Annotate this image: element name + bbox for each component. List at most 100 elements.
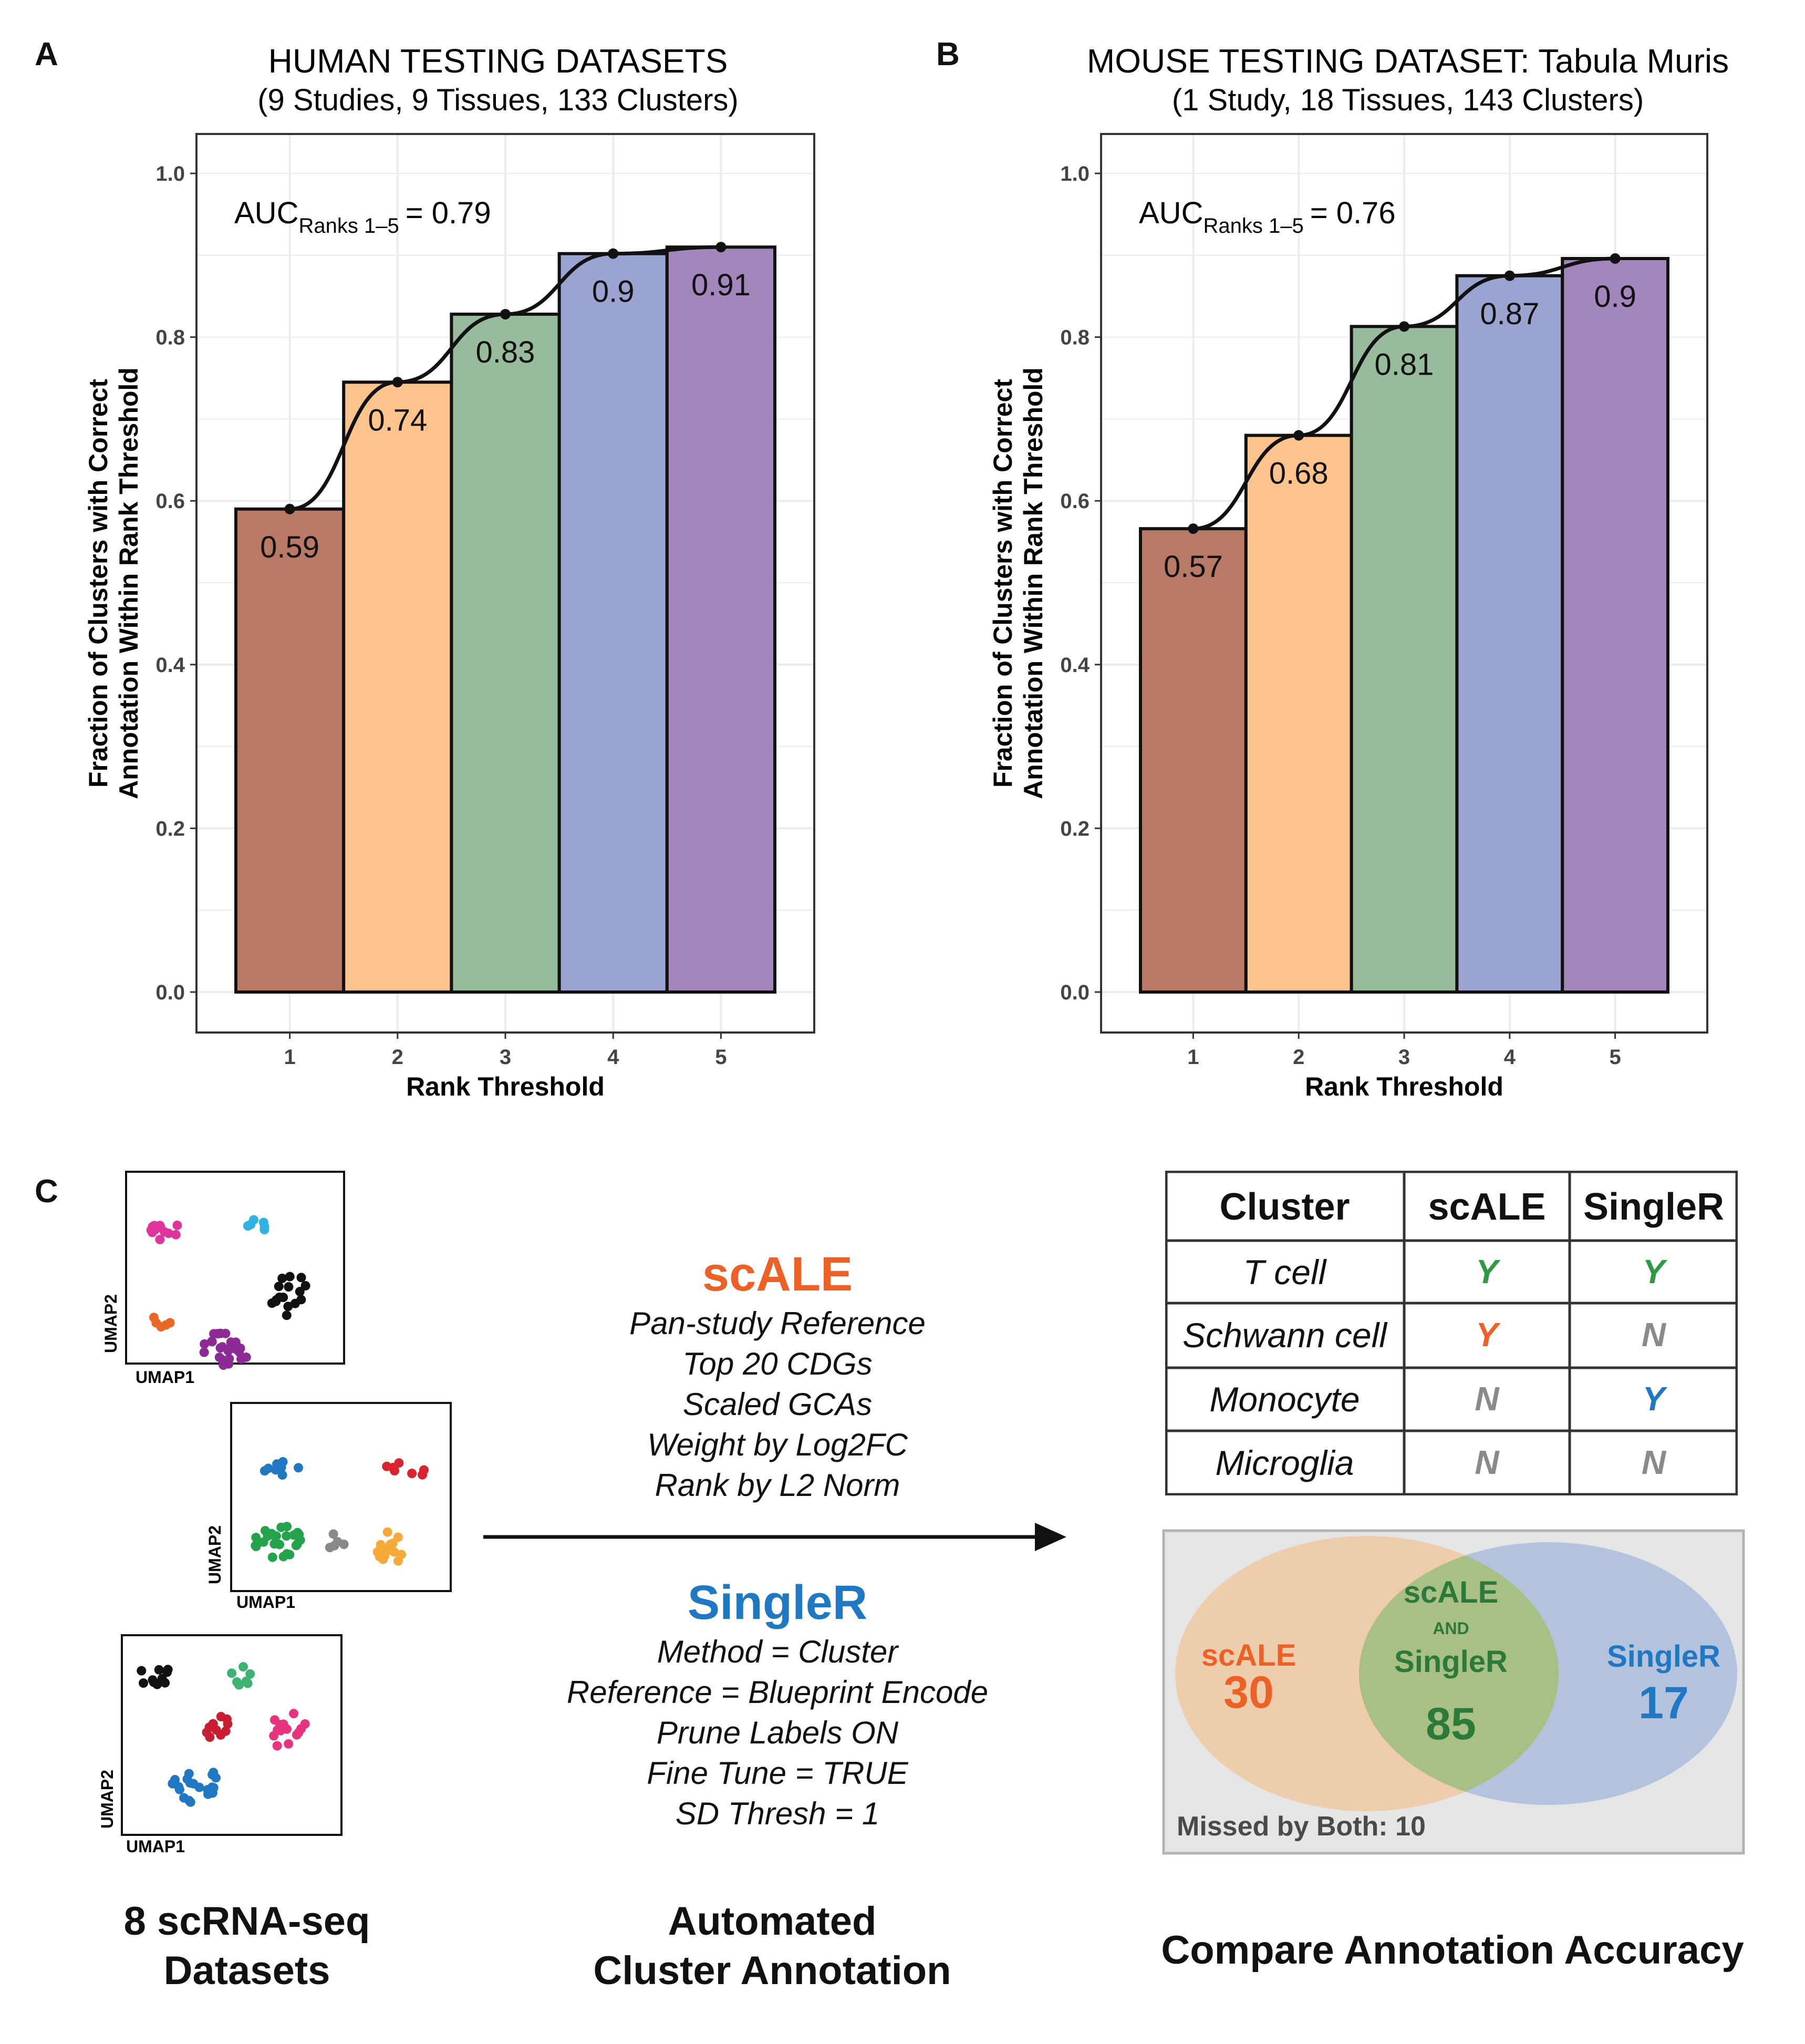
panel-letter-b: B (936, 36, 960, 73)
bar-value-label: 0.57 (1164, 550, 1223, 584)
umap-point (282, 1531, 292, 1541)
datasets-caption-line2: Datasets (163, 1948, 330, 1993)
x-tick-label: 1 (1187, 1046, 1199, 1069)
series-point (1293, 430, 1304, 441)
umap-point (241, 1676, 251, 1686)
bar-labels: 0.57 0.68 0.81 0.87 0.9 (1164, 280, 1636, 584)
umap-point (199, 1347, 209, 1357)
table-row-cluster: Microglia (1215, 1443, 1354, 1482)
umap-point (272, 1295, 282, 1305)
method-caption-line1: Automated (668, 1899, 877, 1944)
umap-point (271, 1531, 281, 1541)
series-point (1504, 270, 1515, 281)
series-point (715, 242, 727, 253)
bars (234, 245, 777, 994)
umap-point (269, 1715, 279, 1725)
umap-point (137, 1666, 147, 1676)
bar-value-label: 0.9 (592, 275, 635, 309)
auc-value: = 0.76 (1310, 196, 1396, 230)
umap-point (379, 1551, 389, 1561)
y-tick-label: 1.0 (1060, 162, 1090, 185)
umap-point (207, 1336, 217, 1346)
x-tick-label: 1 (284, 1046, 295, 1069)
y-axis-label-2: Annotation Within Rank Threshold (114, 367, 143, 799)
umap-point (292, 1730, 302, 1740)
umap-point (382, 1527, 392, 1537)
umap-point (328, 1529, 338, 1539)
venn-missed-label: Missed by Both: 10 (1177, 1811, 1426, 1842)
y-tick-label: 0.2 (155, 817, 185, 840)
umap-point (215, 1343, 225, 1353)
bar (1455, 274, 1564, 994)
umap-point (168, 1779, 178, 1789)
umap-point (162, 1667, 172, 1677)
venn-left-count: 30 (1223, 1667, 1274, 1718)
umap-point (282, 1310, 292, 1320)
venn-center-and: AND (1433, 1619, 1469, 1638)
series-point (500, 308, 511, 319)
scale-method-title: scALE (702, 1247, 853, 1301)
umap-point (202, 1727, 212, 1737)
bar (557, 252, 669, 994)
umap-point (283, 1302, 293, 1312)
umap-point (139, 1678, 149, 1688)
singler-method-block: SingleR Method = Cluster Reference = Blu… (525, 1574, 1030, 1834)
datasets-caption-line1: 8 scRNA-seq (123, 1899, 370, 1944)
umap-x-label: UMAP1 (236, 1593, 295, 1612)
bar (1244, 433, 1353, 994)
umap-point (172, 1220, 182, 1230)
umap-point (333, 1537, 343, 1547)
auc-value: = 0.79 (406, 196, 491, 230)
y-tick-label: 0.8 (1060, 326, 1090, 349)
umap-point (300, 1281, 310, 1291)
venn-left-label: scALE (1201, 1638, 1296, 1673)
umap-point (296, 1273, 306, 1283)
series-point (608, 248, 619, 259)
datasets-caption: 8 scRNA-seq Datasets (84, 1897, 410, 1996)
chart-subtitle: (1 Study, 18 Tissues, 143 Clusters) (1172, 83, 1644, 117)
series-point (284, 503, 295, 514)
y-tick-label: 0.6 (1060, 490, 1090, 513)
umap-point (179, 1793, 189, 1803)
x-tick-label: 4 (607, 1046, 619, 1069)
singler-param: Fine Tune = TRUE (647, 1756, 908, 1791)
umap-x-label: UMAP1 (126, 1837, 185, 1856)
bar (234, 507, 346, 994)
bar-value-label: 0.68 (1269, 457, 1329, 491)
umap-point (285, 1272, 295, 1282)
bar (450, 312, 561, 994)
umap-point (295, 1287, 305, 1297)
umap-y-label: UMAP2 (101, 1294, 120, 1353)
umap-point (260, 1466, 269, 1476)
umap-point (246, 1220, 256, 1230)
panel-letter-a: A (35, 36, 58, 73)
y-tick-label: 0.2 (1060, 817, 1090, 840)
umap-point (278, 1719, 288, 1729)
method-caption-line2: Cluster Annotation (593, 1948, 951, 1993)
umap-point (215, 1328, 225, 1338)
umap-point (394, 1458, 404, 1468)
venn-center-count: 85 (1426, 1699, 1476, 1749)
x-tick-label: 5 (715, 1046, 727, 1069)
auc-subscript: Ranks 1–5 (298, 214, 399, 238)
umap-plot-1: UMAP1 UMAP2 (101, 1171, 345, 1387)
chart-a: HUMAN TESTING DATASETS (9 Studies, 9 Tis… (84, 42, 815, 1101)
umap-point (276, 1522, 286, 1532)
umap-point (272, 1741, 282, 1751)
bar-value-label: 0.81 (1375, 347, 1434, 381)
bar-value-label: 0.74 (368, 403, 427, 437)
umap-point (296, 1295, 306, 1305)
venn-center-label-2: SingleR (1394, 1645, 1508, 1679)
umap-point (216, 1711, 226, 1721)
umap-point (274, 1282, 284, 1292)
umap-point (200, 1339, 210, 1349)
umap-point (160, 1227, 170, 1237)
scale-param: Pan-study Reference (629, 1306, 926, 1341)
umap-point (174, 1784, 184, 1794)
umap-frame (230, 1402, 452, 1592)
umap-point (407, 1469, 417, 1479)
umap-point (226, 1337, 236, 1347)
umap-plot-2: UMAP1 UMAP2 (205, 1402, 452, 1612)
bar (342, 380, 453, 994)
umap-x-label: UMAP1 (136, 1368, 194, 1387)
